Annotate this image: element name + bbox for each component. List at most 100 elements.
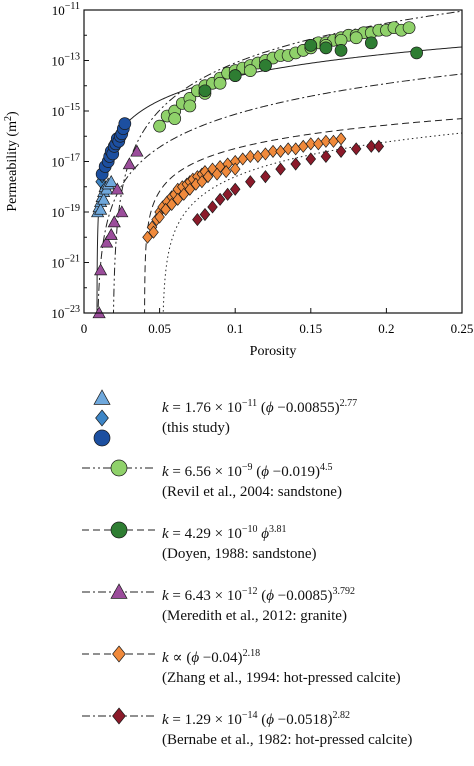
- legend-source: (this study): [162, 420, 230, 436]
- data-point-purple: [100, 235, 114, 248]
- data-point-orange: [267, 144, 279, 158]
- x-axis-title: Porosity: [250, 344, 297, 359]
- data-point-light_green: [402, 21, 416, 35]
- data-point-orange: [328, 134, 339, 148]
- data-point-orange: [282, 142, 294, 156]
- data-point-light_green: [213, 76, 227, 90]
- y-axis-ticks: 10−11 10−13 10−15 10−17 10−19 10−21 10−23: [51, 1, 89, 321]
- data-point-dark_green: [304, 38, 318, 52]
- data-point-dark_green: [334, 44, 348, 57]
- data-point-triangle_blue: [97, 192, 111, 205]
- data-point-orange: [166, 197, 177, 211]
- data-point-dark_red: [305, 152, 317, 166]
- data-point-orange: [196, 175, 208, 189]
- y-tick-label: 10−11: [52, 1, 80, 18]
- legend-marker: [110, 583, 128, 599]
- legend-symbol: [82, 583, 156, 599]
- data-point-dark_green: [198, 84, 212, 98]
- data-point-purple: [110, 182, 124, 195]
- data-point-dark_red: [199, 207, 211, 222]
- data-point-light_green: [183, 99, 197, 113]
- data-point-light_green: [243, 64, 257, 77]
- y-tick-label: 10−21: [51, 254, 80, 271]
- data-point-dark_green: [228, 69, 242, 83]
- data-point-dark_red: [207, 200, 218, 214]
- data-point-orange: [142, 230, 153, 244]
- legend-marker: [110, 521, 128, 539]
- legend-source: (Revil et al., 2004: sandstone): [162, 484, 342, 500]
- data-point-circle_blue: [118, 117, 132, 130]
- data-point-orange: [172, 192, 183, 206]
- data-point-orange: [260, 147, 271, 161]
- legend-symbol: [93, 389, 111, 447]
- data-points: [91, 21, 423, 319]
- data-point-light_green: [168, 112, 182, 125]
- data-point-orange: [154, 210, 165, 224]
- data-point-dark_red: [290, 157, 301, 171]
- legend-marker: [112, 645, 126, 663]
- data-point-light_green: [349, 31, 363, 45]
- legend-equation: k = 1.29 × 10−14 (ϕ −0.0518)2.82: [162, 710, 350, 728]
- legend-symbol: [82, 459, 156, 477]
- data-point-dark_red: [335, 144, 347, 158]
- data-point-purple: [107, 215, 121, 228]
- y-axis-title: Permeability (m2): [3, 111, 20, 212]
- y-tick-label: 10−15: [51, 102, 80, 119]
- model-curve-solid: [96, 46, 462, 313]
- data-point-dark_green: [364, 36, 378, 50]
- legend-source: (Bernabe et al., 1982: hot-pressed calci…: [162, 732, 413, 748]
- data-point-orange: [184, 182, 196, 196]
- legend-label: k = 1.29 × 10−14 (ϕ −0.0518)2.82 (Bernabe…: [162, 706, 412, 750]
- legend-equation: k ∝ (ϕ −0.04)2.18: [162, 648, 261, 666]
- legend-equation: k = 4.29 × 10−10 ϕ3.81: [162, 524, 287, 542]
- data-point-orange: [245, 149, 256, 164]
- data-point-purple: [130, 144, 144, 157]
- data-point-purple: [122, 157, 136, 170]
- x-tick-label: 0.05: [148, 321, 171, 336]
- data-point-dark_red: [222, 187, 233, 201]
- x-tick-label: 0.2: [378, 321, 394, 336]
- legend-marker: [95, 409, 109, 427]
- legend-entry: k = 4.29 × 10−10 ϕ3.81 (Doyen, 1988: sand…: [80, 518, 470, 580]
- x-tick-label: 0.15: [299, 321, 322, 336]
- legend-marker: [112, 707, 126, 725]
- model-curve-dashdot: [97, 73, 462, 313]
- data-point-orange: [160, 202, 171, 217]
- data-point-orange: [178, 187, 190, 201]
- data-point-dark_red: [245, 175, 256, 189]
- x-tick-label: 0.25: [451, 321, 474, 336]
- legend-source: (Meredith et al., 2012: granite): [162, 608, 347, 624]
- x-tick-label: 0.1: [227, 321, 243, 336]
- data-point-orange: [202, 170, 214, 184]
- legend-source: (Doyen, 1988: sandstone): [162, 546, 317, 562]
- data-point-orange: [320, 134, 332, 148]
- legend-source: (Zhang et al., 1994: hot-pressed calcite…: [162, 670, 401, 686]
- y-tick-label: 10−17: [51, 153, 80, 170]
- data-point-dark_red: [275, 162, 286, 176]
- legend-symbol: [82, 645, 156, 663]
- data-point-dark_red: [260, 170, 271, 184]
- legend-label: k = 1.76 × 10−11 (ϕ −0.00855)2.77 (this s…: [162, 394, 357, 438]
- legend: k = 1.76 × 10−11 (ϕ −0.00855)2.77 (this s…: [80, 388, 470, 766]
- data-point-purple: [104, 228, 118, 240]
- legend-entry: k = 1.29 × 10−14 (ϕ −0.0518)2.82 (Bernabe…: [80, 704, 470, 766]
- x-axis-ticks: 0 0.05 0.1 0.15 0.2 0.25: [81, 308, 474, 336]
- legend-equation: k = 6.56 × 10−9 (ϕ −0.019)4.5: [162, 462, 333, 480]
- data-point-dark_green: [410, 46, 423, 60]
- legend-label: k ∝ (ϕ −0.04)2.18 (Zhang et al., 1994: ho…: [162, 644, 401, 688]
- data-point-triangle_blue: [94, 202, 108, 215]
- data-point-dark_red: [366, 139, 377, 153]
- y-tick-label: 10−19: [51, 203, 80, 220]
- data-point-orange: [305, 137, 317, 151]
- data-point-dark_red: [214, 192, 226, 206]
- legend-equation: k = 6.43 × 10−12 (ϕ −0.0085)3.792: [162, 586, 355, 604]
- legend-symbol: [82, 707, 156, 725]
- model-curve-dotted: [162, 132, 462, 313]
- legend-marker: [93, 429, 111, 447]
- legend-equation: k = 1.76 × 10−11 (ϕ −0.00855)2.77: [162, 398, 358, 416]
- legend-entry: k = 6.56 × 10−9 (ϕ −0.019)4.5 (Revil et a…: [80, 456, 470, 518]
- y-tick-label: 10−13: [51, 52, 80, 69]
- data-point-orange: [148, 225, 159, 239]
- data-point-orange: [220, 165, 232, 179]
- data-point-light_green: [153, 119, 166, 133]
